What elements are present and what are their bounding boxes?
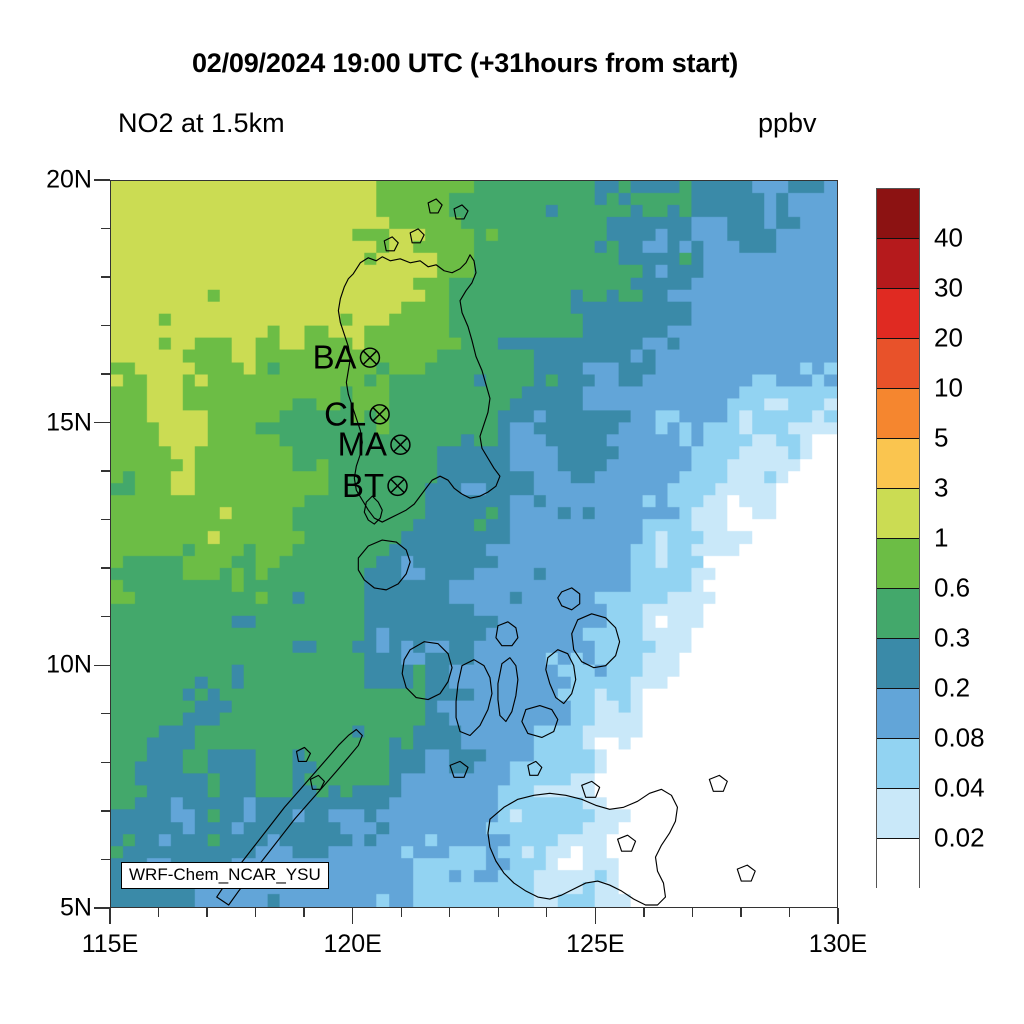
station-circle-icon xyxy=(369,404,390,425)
y-tick xyxy=(94,179,110,181)
axis-ticks xyxy=(94,179,839,924)
station-marker-cl[interactable]: CL xyxy=(324,395,390,432)
y-tick xyxy=(101,616,110,618)
colorbar-band xyxy=(877,839,919,889)
colorbar-band xyxy=(877,339,919,389)
x-tick xyxy=(788,908,791,917)
y-tick xyxy=(101,858,110,861)
y-axis-labels: 20N 15N 10N 5N xyxy=(0,166,92,922)
units-label: ppbv xyxy=(758,108,817,138)
colorbar-band xyxy=(877,589,919,639)
x-tick-label: 115E xyxy=(81,930,139,958)
x-tick xyxy=(254,908,257,917)
station-cross-icon xyxy=(390,478,405,494)
colorbar[interactable] xyxy=(876,188,920,889)
colorbar-tick-label: 0.3 xyxy=(934,622,971,653)
y-tick xyxy=(101,713,110,715)
colorbar-band xyxy=(877,639,919,689)
x-tick xyxy=(351,908,354,924)
x-tick xyxy=(546,908,548,917)
station-label: CL xyxy=(324,395,366,432)
colorbar-labels: 40 30 20 10 5 3 1 0.6 0.3 0.2 0.08 0.04 0.02 xyxy=(926,188,1022,888)
y-tick xyxy=(101,567,110,569)
colorbar-band xyxy=(877,689,919,739)
y-tick-label: 15N xyxy=(46,408,92,437)
colorbar-tick-label: 10 xyxy=(934,372,963,403)
model-watermark: WRF-Chem_NCAR_YSU xyxy=(121,862,329,889)
colorbar-tick-label: 3 xyxy=(934,472,949,503)
y-tick xyxy=(101,276,110,278)
colorbar-tick-label: 0.08 xyxy=(934,722,985,753)
plot-subtitle: NO2 at 1.5km xyxy=(118,108,285,138)
station-circle-icon xyxy=(387,475,408,497)
colorbar-band xyxy=(877,489,919,539)
y-tick-label: 20N xyxy=(46,165,92,194)
colorbar-tick-label: 40 xyxy=(934,222,963,253)
x-tick xyxy=(691,908,694,917)
x-tick xyxy=(497,908,499,917)
x-tick xyxy=(157,908,160,917)
colorbar-tick-label: 0.2 xyxy=(934,672,971,703)
y-tick-label: 10N xyxy=(46,650,92,679)
x-tick-label: 130E xyxy=(808,930,868,958)
colorbar-tick-label: 20 xyxy=(934,322,963,353)
y-tick-label: 5N xyxy=(60,893,92,922)
colorbar-band xyxy=(877,739,919,789)
station-circle-icon xyxy=(359,347,381,368)
y-tick xyxy=(94,421,110,424)
y-tick xyxy=(101,324,110,327)
y-tick xyxy=(101,761,110,763)
colorbar-tick-label: 30 xyxy=(934,272,963,303)
colorbar-tick-label: 0.6 xyxy=(934,572,971,603)
colorbar-tick-label: 5 xyxy=(934,422,949,453)
station-cross-icon xyxy=(393,437,408,453)
station-marker-ba[interactable]: BA xyxy=(313,339,381,376)
x-tick xyxy=(206,908,208,917)
station-cross-icon xyxy=(362,350,378,365)
colorbar-tick-label: 0.02 xyxy=(934,822,985,853)
station-circle-icon xyxy=(390,434,411,456)
x-tick xyxy=(594,908,597,924)
colorbar-band xyxy=(877,239,919,289)
station-marker-bt[interactable]: BT xyxy=(342,467,408,504)
y-tick xyxy=(101,227,110,230)
colorbar-band xyxy=(877,789,919,839)
y-tick xyxy=(101,518,110,521)
y-tick xyxy=(94,664,110,667)
colorbar-band xyxy=(877,439,919,489)
coastline-overlay xyxy=(216,198,756,906)
station-label: MA xyxy=(338,426,387,463)
x-tick xyxy=(837,908,839,924)
colorbar-band xyxy=(877,189,919,239)
colorbar-band xyxy=(877,539,919,589)
colorbar-tick-label: 0.04 xyxy=(934,772,985,803)
x-tick-label: 125E xyxy=(566,930,625,958)
y-tick xyxy=(101,373,110,375)
y-tick xyxy=(101,470,110,472)
colorbar-tick-label: 1 xyxy=(934,522,949,553)
page-title: 02/09/2024 19:00 UTC (+31hours from star… xyxy=(191,48,739,78)
map-plot-area: BA CL MA BT WRF-Chem_NCAR_YSU xyxy=(110,180,838,908)
x-axis-labels: 115E 120E 125E 130E xyxy=(82,930,867,970)
colorbar-band xyxy=(877,289,919,339)
station-label: BT xyxy=(342,467,384,504)
x-tick xyxy=(303,908,305,917)
x-tick xyxy=(449,908,451,917)
x-tick xyxy=(400,908,402,917)
y-tick xyxy=(94,907,110,909)
colorbar-band xyxy=(877,389,919,439)
x-tick xyxy=(109,908,111,924)
station-marker-ma[interactable]: MA xyxy=(338,426,411,463)
x-tick-label: 120E xyxy=(323,930,382,958)
station-cross-icon xyxy=(372,407,387,422)
x-tick xyxy=(740,908,742,917)
no2-contour-field xyxy=(111,181,837,907)
y-tick xyxy=(101,810,110,812)
x-tick xyxy=(643,908,645,917)
station-label: BA xyxy=(313,339,357,376)
